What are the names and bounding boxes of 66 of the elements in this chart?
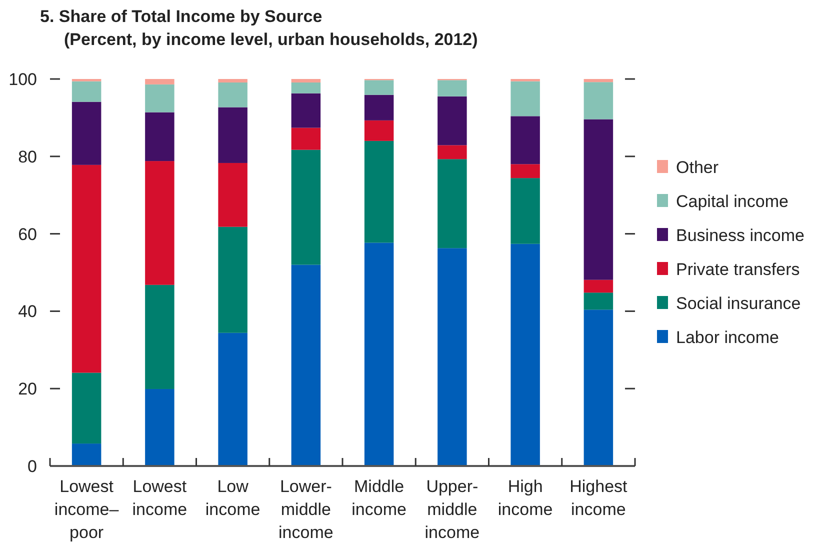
bar: [218, 107, 248, 163]
bar: [145, 112, 174, 162]
bar: [145, 284, 174, 389]
bar: [291, 264, 321, 466]
bar: [438, 248, 467, 466]
bar: [72, 372, 102, 444]
x-tick-label: High income: [498, 477, 553, 519]
bar: [145, 79, 174, 84]
x-tick-label: Highest income: [570, 477, 628, 519]
x-tick-label: Upper-middle income: [424, 477, 480, 542]
bar: [510, 244, 540, 466]
bar: [364, 94, 394, 120]
bar: [584, 119, 614, 280]
x-tick-label: Lower-middle income: [278, 477, 334, 542]
bar: [510, 164, 540, 178]
y-tick-label: 40: [18, 302, 37, 322]
bar: [584, 280, 614, 293]
bar: [584, 310, 614, 466]
legend-label: Private transfers: [676, 260, 800, 279]
bar: [145, 84, 174, 112]
bar: [364, 242, 394, 466]
bar: [145, 388, 174, 466]
bar: [218, 226, 248, 333]
legend-label: Labor income: [676, 328, 780, 347]
bar: [72, 102, 102, 165]
chart-subtitle: (Percent, by income level, urban households, 2012): [64, 30, 478, 49]
y-tick-label: 80: [18, 147, 37, 166]
legend-label: Other: [676, 158, 719, 177]
bar: [218, 332, 248, 466]
bar: [584, 79, 614, 82]
bar: [291, 82, 321, 94]
y-tick-label: 60: [18, 224, 37, 244]
bar: [584, 292, 614, 310]
bar: [218, 82, 248, 108]
bar: [291, 128, 321, 150]
y-tick-label: 100: [8, 70, 37, 89]
bar: [510, 116, 540, 164]
y-tick-label: 0: [28, 456, 37, 476]
bar: [438, 96, 467, 146]
x-tick-label: Lowest income: [132, 477, 188, 519]
x-tick-label: Middle income: [352, 477, 406, 519]
bar: [438, 159, 467, 248]
bar: [510, 81, 540, 116]
bar: [291, 79, 321, 82]
bar: [438, 80, 467, 96]
legend-label: Social insurance: [676, 294, 801, 313]
y-tick-label: 20: [18, 380, 37, 399]
legend-label: Business income: [676, 226, 805, 245]
x-tick-label: Low income: [205, 477, 260, 519]
bar: [584, 82, 614, 120]
bar: [145, 161, 174, 285]
bar: [72, 164, 102, 373]
bar: [72, 81, 102, 102]
bar: [218, 162, 248, 227]
bar: [72, 444, 102, 466]
bar: [364, 120, 394, 141]
bar: [218, 79, 248, 82]
bar: [510, 178, 540, 244]
legend-label: Capital income: [676, 192, 788, 211]
x-tick-label: Lowest income–poor: [54, 477, 120, 542]
bar: [364, 140, 394, 243]
bar: [438, 145, 467, 160]
chart-title: 5. Share of Total Income by Source: [40, 7, 322, 26]
bar: [364, 80, 394, 95]
bar: [291, 93, 321, 128]
bar: [291, 150, 321, 265]
